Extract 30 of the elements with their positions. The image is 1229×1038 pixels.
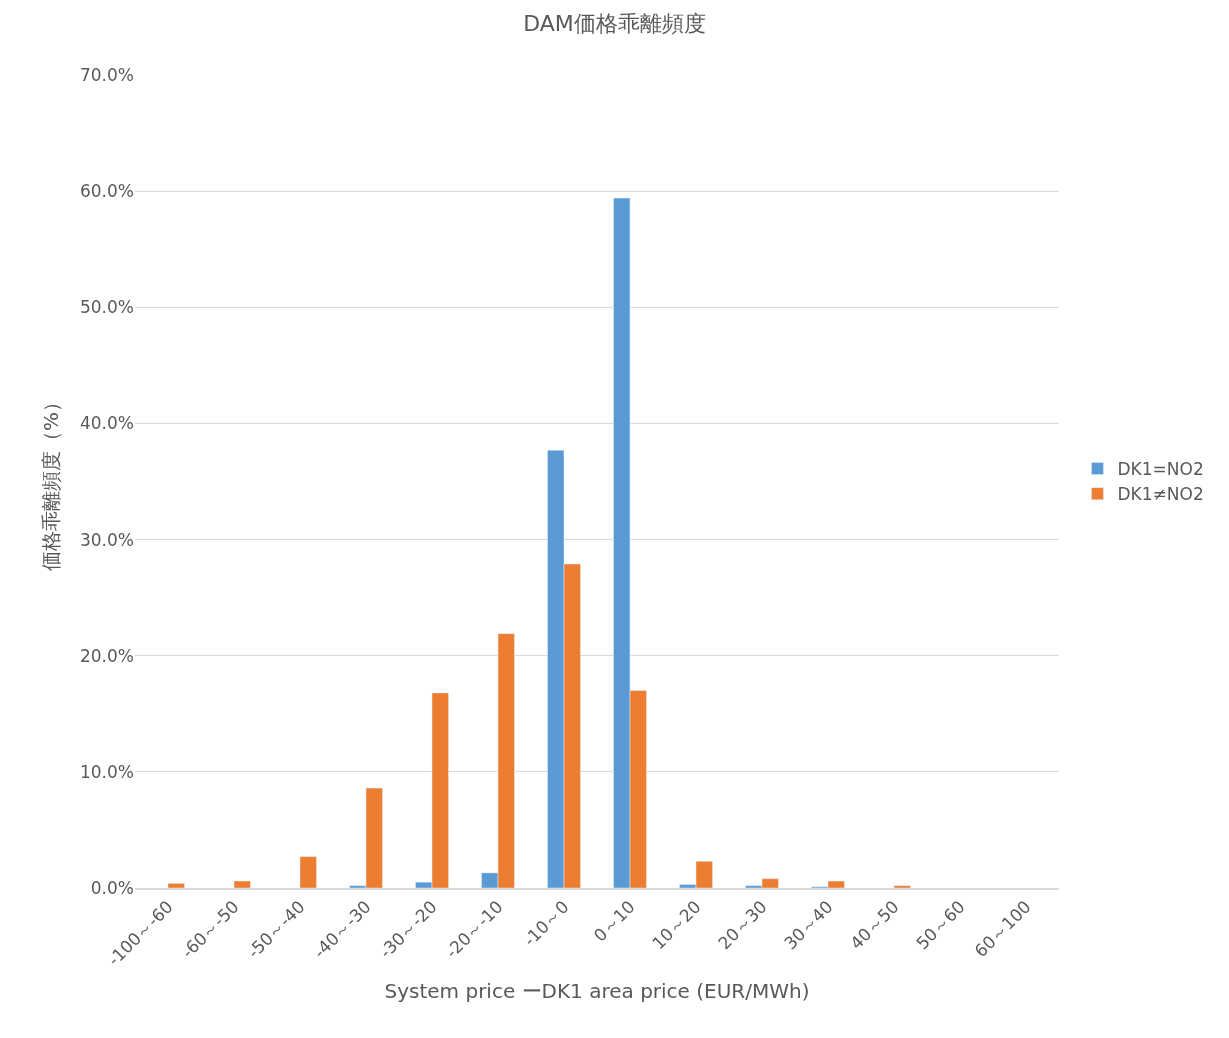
x-tick-label: 30～40 <box>780 896 837 954</box>
y-tick-label: 40.0% <box>79 413 134 434</box>
y-tick-label: 0.0% <box>90 877 134 898</box>
x-tick-label: -30～-20 <box>375 896 441 963</box>
y-tick-label: 50.0% <box>79 297 134 318</box>
x-axis-title: System price ーDK1 area price (EUR/MWh) <box>384 978 810 1003</box>
y-tick-label: 30.0% <box>79 529 134 550</box>
y-tick-label: 60.0% <box>79 181 134 202</box>
x-tick-label: 60～100 <box>970 896 1035 962</box>
legend-label: DK1=NO2 <box>1117 459 1204 480</box>
chart-title: DAM価格乖離頻度 <box>523 10 706 36</box>
bar <box>893 885 911 888</box>
x-tick-label: 10～20 <box>648 896 705 954</box>
x-tick-label: -60～-50 <box>177 896 243 963</box>
x-tick-label: -50～-40 <box>243 896 309 963</box>
x-tick-label: -20～-10 <box>441 896 507 963</box>
x-tick-label: -40～-30 <box>309 896 375 963</box>
bar <box>233 880 251 888</box>
y-tick-label: 20.0% <box>79 645 134 666</box>
y-axis-title: 価格乖離頻度（%） <box>39 391 64 572</box>
x-tick-label: 0～10 <box>589 896 639 946</box>
bar <box>167 883 185 888</box>
x-tick-label: -10～0 <box>519 896 573 951</box>
y-tick-label: 10.0% <box>79 761 134 782</box>
y-tick-label: 70.0% <box>79 64 134 85</box>
x-tick-label: 50～60 <box>912 896 969 954</box>
x-tick-label: 20～30 <box>714 896 771 954</box>
legend-label: DK1≠NO2 <box>1117 484 1204 505</box>
bar <box>299 856 317 888</box>
x-tick-label: 40～50 <box>846 896 903 954</box>
